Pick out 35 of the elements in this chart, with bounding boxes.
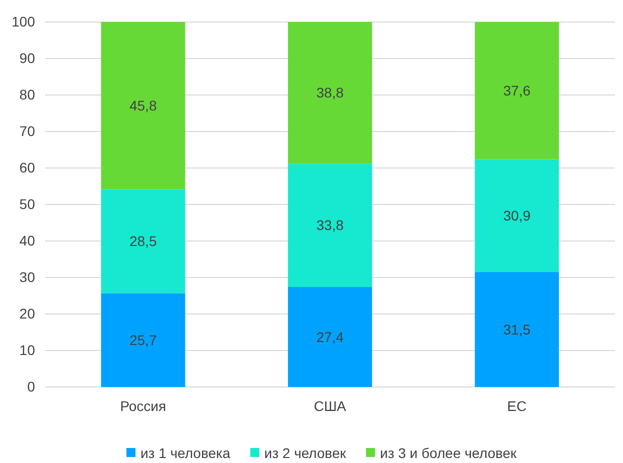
bar [101,22,186,190]
bar [474,22,559,160]
bar [288,164,372,287]
legend-label: из 1 человека [140,444,230,461]
y-tick-label: 70 [19,122,36,139]
bar [474,272,559,387]
text: 25,7 [129,332,157,348]
legend-label: из 2 человек [264,444,347,461]
bar [474,159,559,272]
y-tick-label: 100 [12,13,36,30]
x-tick-label: Россия [120,398,166,414]
text: 38,8 [316,84,344,101]
y-tick-label: 10 [19,342,36,358]
legend-label: из 3 и более человек [380,444,518,461]
y-tick-label: 50 [19,196,36,212]
y-tick-label: 60 [19,159,36,176]
text: 30,9 [503,208,531,224]
y-tick-label: 80 [19,86,36,102]
bar [288,22,372,164]
y-tick-label: 30 [19,268,36,285]
y-tick-label: 0 [27,378,36,394]
text: 33,8 [316,217,344,234]
text: 45,8 [129,97,157,114]
text: 27,4 [316,328,344,345]
text: 31,5 [503,321,531,338]
bar [288,286,372,387]
bar [101,189,186,294]
x-tick-label: ЕС [507,398,527,414]
y-tick-label: 20 [19,305,36,322]
bar [101,293,186,387]
x-tick-label: США [314,398,347,414]
y-tick-label: 40 [19,232,36,248]
text: 28,5 [129,233,157,250]
text: 37,6 [503,82,531,99]
y-tick-label: 90 [19,50,36,66]
